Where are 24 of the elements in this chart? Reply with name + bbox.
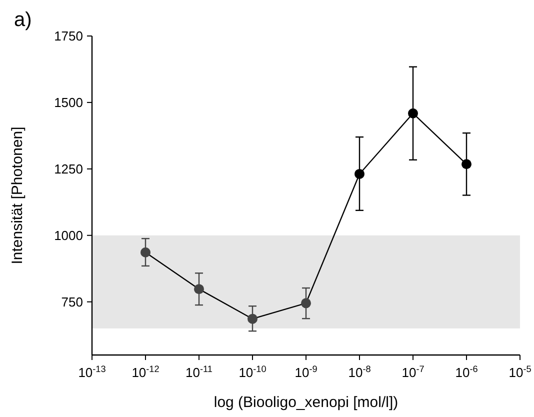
point [462, 159, 472, 170]
x-tick-label: 10$^{-5}$ [508, 364, 532, 380]
point [408, 108, 418, 118]
text: a) [14, 9, 32, 31]
x-axis-title: log (Biooligo_xenopi [mol/l]) [214, 394, 398, 411]
point [301, 298, 311, 308]
x-tick-label: 10$^{-13}$ [78, 364, 106, 380]
x-tick-label: 10$^{-12}$ [132, 364, 160, 380]
y-tick-label: 1500 [54, 95, 83, 110]
y-tick-label: 750 [61, 294, 83, 310]
x-tick-label: 10$^{-10}$ [238, 364, 266, 380]
x-tick-label: 10$^{-9}$ [294, 364, 318, 380]
point [248, 314, 258, 324]
y-tick-label: 1750 [54, 28, 83, 44]
point [354, 168, 364, 179]
y-tick-label: 1250 [54, 161, 83, 176]
x-tick-label: 10$^{-7}$ [402, 364, 424, 380]
y-tick-label: 1000 [54, 228, 83, 243]
point [140, 247, 150, 258]
x-tick-label: 10$^{-11}$ [186, 364, 212, 380]
point [194, 284, 204, 294]
y-axis-title: Intensität [Photonen] [9, 126, 26, 264]
x-tick-label: 10$^{-6}$ [455, 364, 478, 380]
x-tick-label: 10$^{-8}$ [348, 364, 371, 380]
